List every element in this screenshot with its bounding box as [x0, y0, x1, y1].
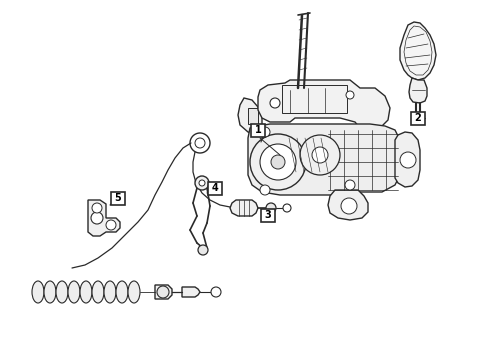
Bar: [261, 208, 274, 221]
Ellipse shape: [80, 281, 92, 303]
Polygon shape: [394, 132, 419, 187]
Polygon shape: [229, 200, 258, 216]
Circle shape: [340, 198, 356, 214]
Circle shape: [265, 203, 275, 213]
Circle shape: [311, 147, 327, 163]
Circle shape: [260, 185, 269, 195]
Circle shape: [198, 245, 207, 255]
Text: 5: 5: [114, 193, 121, 203]
Text: 4: 4: [211, 183, 218, 193]
Text: 2: 2: [414, 113, 421, 123]
Bar: [250, 123, 264, 136]
Circle shape: [91, 212, 103, 224]
Ellipse shape: [68, 281, 80, 303]
Ellipse shape: [104, 281, 116, 303]
Polygon shape: [155, 285, 172, 299]
Text: 3: 3: [264, 210, 271, 220]
Circle shape: [190, 133, 209, 153]
Ellipse shape: [128, 281, 140, 303]
Ellipse shape: [92, 281, 104, 303]
Circle shape: [283, 204, 290, 212]
Circle shape: [195, 138, 204, 148]
Circle shape: [199, 180, 204, 186]
Circle shape: [346, 91, 353, 99]
Ellipse shape: [44, 281, 56, 303]
Ellipse shape: [32, 281, 44, 303]
Bar: [111, 192, 125, 204]
Circle shape: [249, 134, 305, 190]
Ellipse shape: [56, 281, 68, 303]
Circle shape: [195, 176, 208, 190]
Circle shape: [260, 144, 295, 180]
Polygon shape: [247, 124, 399, 195]
Text: 1: 1: [254, 125, 261, 135]
Bar: [282, 85, 346, 113]
Bar: [410, 112, 424, 125]
Circle shape: [269, 98, 280, 108]
Circle shape: [345, 180, 354, 190]
Polygon shape: [399, 22, 435, 80]
Circle shape: [260, 127, 269, 137]
Polygon shape: [88, 200, 120, 236]
Bar: [247, 108, 258, 124]
Polygon shape: [258, 80, 389, 130]
Circle shape: [270, 155, 285, 169]
Polygon shape: [182, 287, 200, 297]
Polygon shape: [327, 190, 367, 220]
Circle shape: [92, 203, 102, 213]
Circle shape: [106, 220, 116, 230]
Circle shape: [210, 287, 221, 297]
Ellipse shape: [116, 281, 128, 303]
Polygon shape: [238, 98, 262, 135]
Bar: [207, 181, 222, 194]
Circle shape: [299, 135, 339, 175]
Circle shape: [399, 152, 415, 168]
Polygon shape: [408, 78, 426, 103]
Circle shape: [157, 286, 169, 298]
